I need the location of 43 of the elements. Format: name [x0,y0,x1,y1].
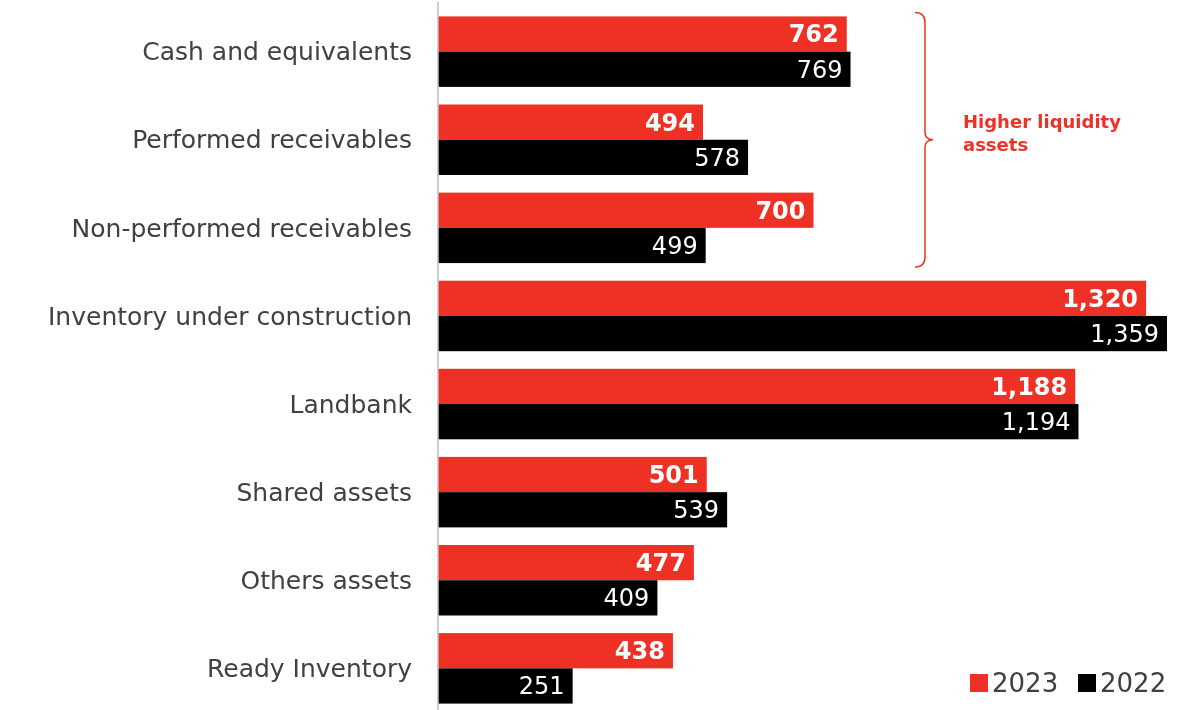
data-label: 700 [755,196,806,225]
bar [438,456,707,493]
bar [438,368,1076,405]
data-label: 251 [518,672,565,701]
data-label: 499 [651,231,698,260]
data-label: 1,320 [1062,284,1139,313]
bar [438,315,1167,352]
bar [438,104,703,140]
data-label: 769 [796,55,843,84]
bar [438,668,573,704]
bar [438,492,728,528]
y-tick-label: Others assets [240,566,412,595]
bar [438,139,749,175]
legend-label: 2023 [992,668,1059,699]
bar [438,404,1079,440]
bar [438,580,658,616]
data-label: 409 [603,584,650,613]
y-tick-label: Ready Inventory [207,654,413,684]
data-label: 1,359 [1090,319,1159,348]
y-tick-label: Performed receivables [132,125,412,155]
bar [438,16,847,52]
data-label: 762 [788,20,839,49]
y-tick-label: Shared assets [236,477,412,507]
data-label: 1,194 [1001,408,1071,437]
data-label: 1,188 [991,372,1068,401]
legend-label: 2022 [1100,668,1167,699]
data-label: 494 [644,108,695,137]
data-label: 578 [694,143,741,172]
bar [438,192,814,228]
bar [438,51,851,87]
data-label: 501 [648,460,699,489]
bar [438,545,694,581]
y-tick-label: Non-performed receivables [71,213,412,243]
data-label: 477 [635,549,686,578]
y-tick-label: Inventory under construction [48,301,412,331]
y-tick-label: Cash and equivalents [142,37,412,67]
annotation: Higher liquidity assets [963,110,1122,156]
bar [438,227,706,264]
bar [438,280,1147,316]
data-label: 539 [673,496,720,525]
data-label: 438 [614,637,665,666]
bar [438,633,673,669]
y-tick-label: Landbank [289,389,413,419]
